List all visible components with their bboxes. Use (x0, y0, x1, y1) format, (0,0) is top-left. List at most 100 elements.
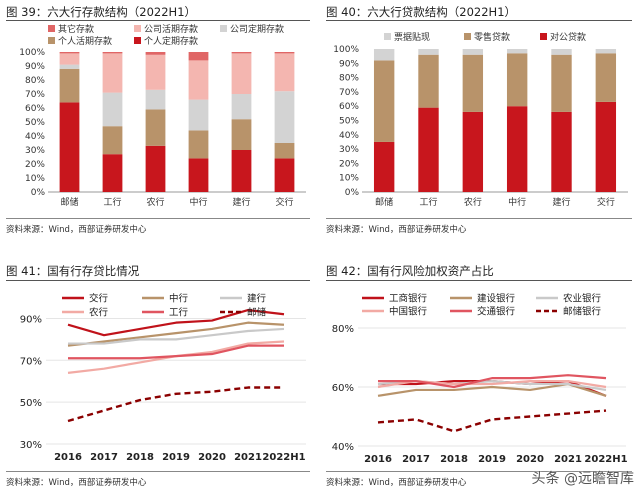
legend-label: 个人活期存款 (58, 35, 112, 47)
legend-label: 零售贷款 (474, 31, 510, 43)
panel-risk-weighted-assets: 图 42：国有行风险加权资产占比 40% 60% 80% 2016 2017 2018 20… (326, 258, 634, 494)
x-tick-label: 工行 (419, 196, 437, 208)
source-rule (326, 471, 632, 472)
x-tick-label: 2020 (516, 454, 544, 465)
series-line (67, 386, 284, 423)
x-tick-label: 2018 (126, 452, 154, 463)
bar-segment (462, 54, 484, 112)
bar-segment (231, 150, 252, 192)
bar-segment (59, 68, 80, 103)
bar-segment (274, 53, 295, 92)
bar-segment (102, 53, 123, 93)
bar-segment (274, 91, 295, 143)
y-tick-label: 60% (25, 104, 45, 114)
bar-segment (188, 60, 209, 100)
title-rule (6, 20, 310, 21)
bar-segment (506, 53, 528, 107)
bar-segment (145, 54, 166, 90)
y-tick-label: 90% (339, 59, 359, 69)
x-tick-label: 建行 (552, 196, 570, 208)
x-tick-label: 2018 (440, 454, 468, 465)
y-tick-label: 10% (25, 174, 45, 184)
bar-segment (595, 101, 617, 192)
series-line (67, 321, 285, 347)
legend-label: 邮储银行 (563, 306, 602, 318)
legend-label: 农业银行 (563, 293, 602, 305)
x-tick-label: 2021 (554, 454, 582, 465)
bar-segment (551, 111, 572, 192)
y-tick-label: 80% (25, 76, 45, 86)
series-line (68, 327, 285, 345)
y-tick-label: 50% (25, 118, 45, 128)
y-tick-label: 30% (25, 146, 45, 156)
x-tick-label: 2019 (478, 454, 506, 465)
chart-title: 图 40：六大行贷款结构（2022H1） (326, 5, 517, 19)
legend-label: 公司活期存款 (144, 23, 198, 35)
bar-segment (418, 54, 439, 108)
bar-segment (551, 49, 572, 55)
x-tick-label: 2020 (198, 452, 226, 463)
y-tick-label: 70% (339, 88, 359, 98)
legend-label: 公司定期存款 (230, 23, 284, 35)
y-tick-label: 90% (20, 314, 42, 325)
line-chart-risk-weighted-assets: 40% 60% 80% 2016 2017 2018 2019 2020 2021 2022H1 工… (332, 293, 628, 466)
bar-segment (102, 126, 123, 155)
source-note: 资料来源：Wind，西部证券研发中心 (6, 225, 147, 235)
x-tick-label: 建行 (232, 196, 250, 208)
y-tick-label: 40% (25, 132, 45, 142)
series-line (377, 382, 607, 397)
x-tick-label: 工行 (103, 196, 121, 208)
line-chart-loan-deposit-ratio: 30% 50% 70% 90% 2016 2017 2018 2019 2020 2021 2022… (20, 293, 306, 463)
y-tick-label: 80% (332, 324, 354, 335)
y-tick-label: 40% (332, 442, 354, 453)
legend-swatch (220, 25, 227, 32)
x-tick-label: 2017 (402, 454, 430, 465)
bar-segment (59, 64, 80, 69)
legend-swatch (134, 37, 141, 44)
x-tick-label: 2021 (234, 452, 262, 463)
bar-segment (188, 158, 209, 192)
chart-title: 图 39：六大行存款结构（2022H1） (6, 5, 197, 19)
x-tick-label: 交行 (597, 196, 615, 208)
source-rule (6, 218, 310, 219)
title-rule (326, 20, 632, 21)
bar-segment (102, 52, 123, 54)
panel-loan-deposit-ratio: 图 41：国有行存贷比情况 30% 50% 70% 90% 2016 2017 2018 20… (6, 258, 312, 494)
legend-label: 建行 (247, 293, 267, 305)
title-rule (326, 280, 632, 281)
bar-segment (506, 106, 528, 192)
bar-segment (145, 52, 166, 55)
source-note: 资料来源：Wind，西部证券研发中心 (6, 478, 147, 488)
bar-segment (595, 49, 617, 54)
x-tick-label: 中行 (189, 196, 207, 208)
bar-segment (188, 99, 209, 131)
y-tick-label: 60% (332, 383, 354, 394)
bar-segment (418, 49, 439, 55)
legend-label: 中国银行 (389, 306, 428, 318)
bar-segment (231, 52, 252, 54)
legend-label: 对公贷款 (550, 31, 586, 43)
bar-segment (145, 109, 166, 146)
y-tick-label: 80% (339, 74, 359, 84)
x-tick-label: 农行 (464, 196, 482, 208)
bar-segment (462, 111, 484, 192)
source-rule (6, 471, 310, 472)
chart-title: 图 42：国有行风险加权资产占比 (326, 264, 494, 278)
y-tick-label: 70% (25, 90, 45, 100)
y-tick-label: 60% (339, 102, 359, 112)
legend-label: 工商银行 (389, 293, 428, 305)
bar-segment (231, 119, 252, 150)
legend-swatch (464, 33, 471, 40)
bar-segment (595, 53, 617, 102)
legend-label: 其它存款 (58, 23, 94, 35)
legend-label: 个人定期存款 (144, 35, 198, 47)
watermark: 头条 @远瞻智库 (531, 471, 634, 487)
series-line (377, 409, 607, 433)
bar-segment (274, 143, 295, 159)
bar-segment (188, 52, 209, 61)
legend-swatch (48, 37, 55, 44)
title-rule (6, 280, 310, 281)
bar-segment (373, 141, 395, 192)
legend-label: 邮储 (247, 307, 267, 319)
x-tick-label: 邮储 (60, 196, 78, 208)
